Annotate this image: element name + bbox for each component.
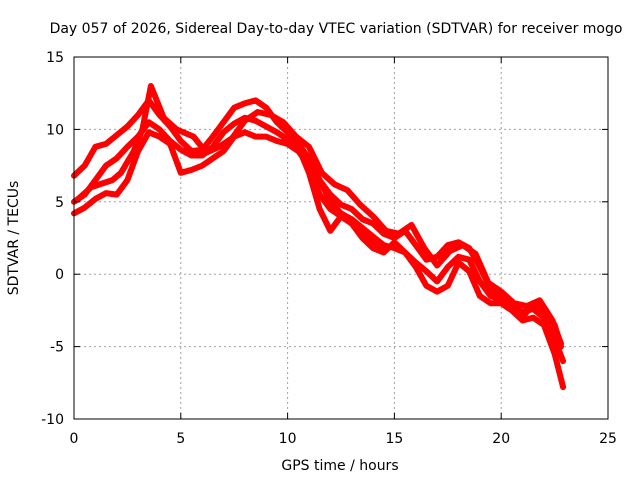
- x-tick-label: 25: [599, 431, 617, 447]
- y-tick-label: 0: [55, 267, 64, 283]
- axis-ticks: [73, 56, 609, 420]
- series-line-sat-e: [295, 143, 398, 252]
- y-tick-label: 5: [55, 195, 64, 211]
- x-tick-label: 15: [385, 431, 403, 447]
- y-tick-label: 15: [46, 50, 64, 66]
- series-group: [71, 83, 567, 391]
- x-tick-label: 20: [492, 431, 510, 447]
- y-axis-label: SDTVAR / TECUs: [6, 181, 22, 296]
- y-tick-label: 10: [46, 122, 64, 138]
- x-tick-label: 0: [70, 431, 79, 447]
- x-tick-label: 5: [176, 431, 185, 447]
- x-axis-label: GPS time / hours: [281, 458, 398, 474]
- series-line-sat-b: [71, 114, 567, 365]
- y-tick-label: -10: [41, 412, 64, 428]
- x-tick-label: 10: [279, 431, 297, 447]
- y-tick-label: -5: [50, 340, 64, 356]
- axis-tick-labels: 0 5 10 15 20 25 15 10 5 0 -5 -10: [41, 50, 617, 447]
- series-line-sat-c: [71, 129, 567, 391]
- series-line-sat-d: [75, 83, 564, 347]
- plot-frame: [73, 56, 609, 420]
- grid: [74, 57, 608, 419]
- chart-title: Day 057 of 2026, Sidereal Day-to-day VTE…: [50, 21, 623, 37]
